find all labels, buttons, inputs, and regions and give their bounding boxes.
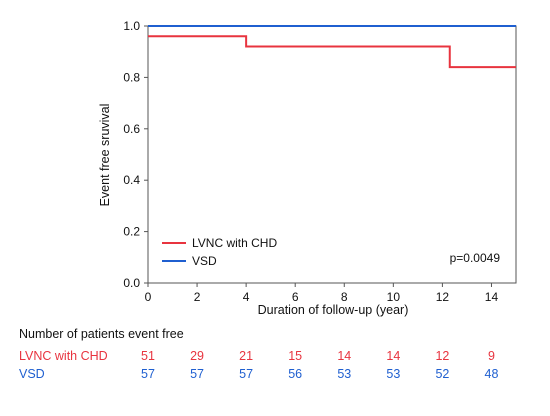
x-tick-label: 6 (292, 290, 299, 304)
legend-label-vsd: VSD (192, 254, 217, 268)
y-tick-label: 0.0 (123, 276, 140, 290)
x-tick-label: 8 (341, 290, 348, 304)
p-value-annotation: p=0.0049 (450, 251, 501, 265)
x-tick-label: 2 (194, 290, 201, 304)
x-axis-label: Duration of follow-up (year) (258, 303, 409, 317)
y-tick-label: 0.4 (123, 173, 140, 187)
series-line-lvnc-with-chd (148, 35, 516, 69)
x-tick-label: 0 (145, 290, 152, 304)
series-layer (148, 25, 516, 69)
y-tick-label: 0.6 (123, 122, 140, 136)
y-tick-label: 0.2 (123, 225, 140, 239)
legend: LVNC with CHD VSD (162, 236, 277, 268)
y-tick-label: 0.8 (123, 70, 140, 84)
plot-area (147, 25, 517, 284)
x-tick-label: 14 (485, 290, 499, 304)
x-tick-label: 10 (387, 290, 401, 304)
y-axis-label: Event free sruvival (98, 104, 112, 207)
x-tick-label: 4 (243, 290, 250, 304)
y-tick-label: 1.0 (123, 19, 140, 33)
axis-layer: 0.0 0.2 0.4 0.6 0.8 1.0 0 2 4 6 8 10 12 14 (123, 19, 498, 304)
legend-label-lvnc: LVNC with CHD (192, 236, 277, 250)
x-tick-label: 12 (436, 290, 450, 304)
